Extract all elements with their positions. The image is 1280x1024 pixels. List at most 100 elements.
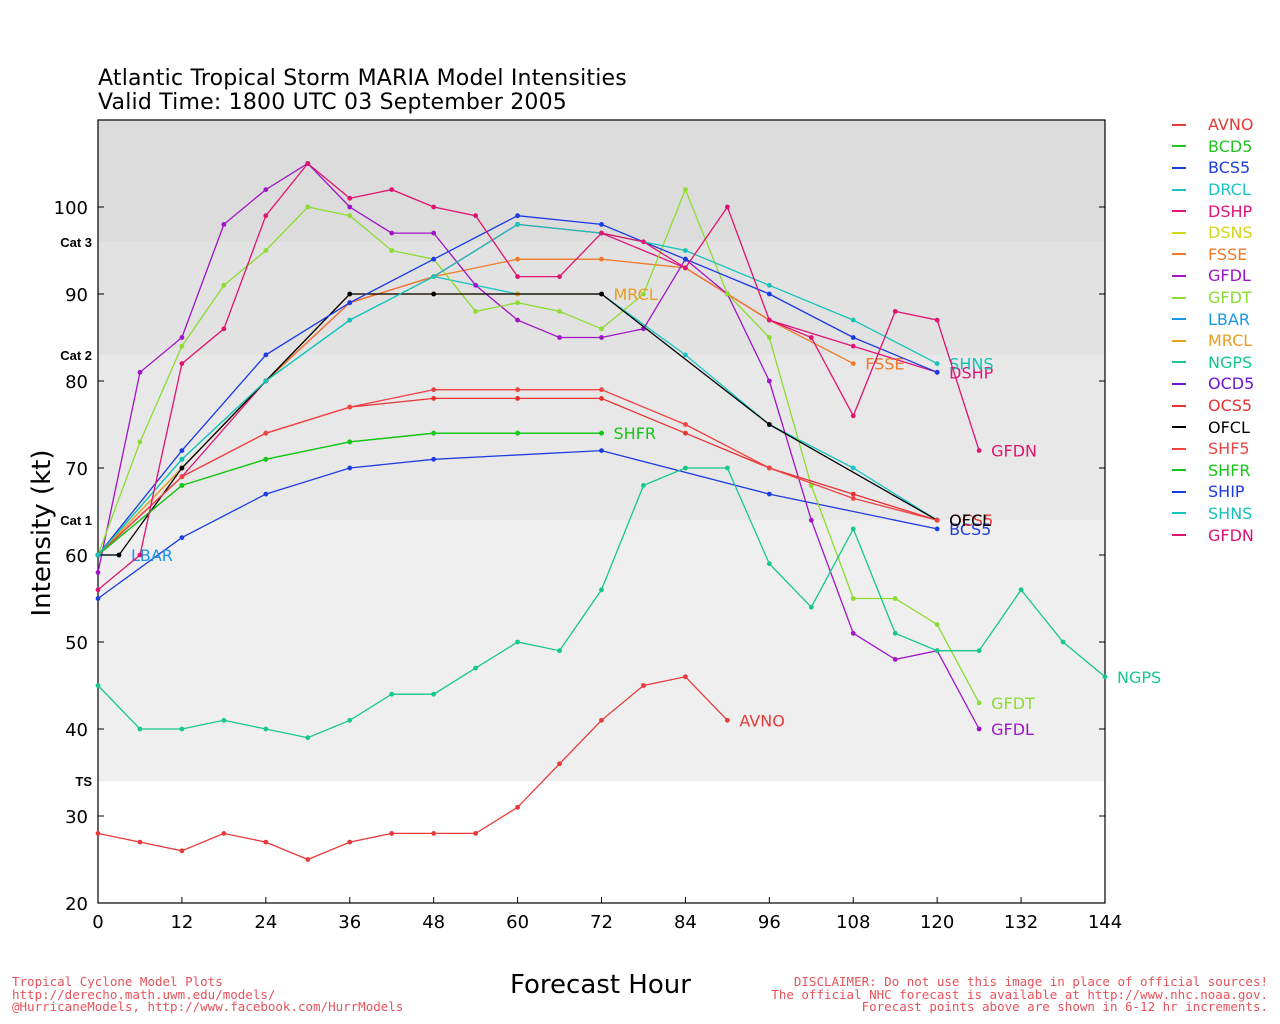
series-point-gfdl xyxy=(179,335,185,340)
series-point-gfdn xyxy=(976,448,982,453)
legend: AVNO BCD5 BCS5 DRCL DSHP DSNS FSSE GFDL GFDT LBAR… xyxy=(1172,114,1254,546)
legend-label: AVNO xyxy=(1208,115,1254,135)
series-point-bcs5 xyxy=(263,491,269,497)
legend-item-dshp: DSHP xyxy=(1172,200,1254,222)
series-point-bcs5 xyxy=(934,526,940,532)
legend-item-ship: SHIP xyxy=(1172,481,1254,503)
series-point-ship xyxy=(179,448,185,453)
series-point-avno xyxy=(347,839,353,845)
legend-swatch xyxy=(1172,210,1186,213)
series-point-shf5 xyxy=(263,430,269,436)
legend-item-dsns: DSNS xyxy=(1172,222,1254,244)
series-point-ngps xyxy=(724,465,730,471)
legend-label: NGPS xyxy=(1208,352,1253,372)
series-point-shf5 xyxy=(850,496,856,501)
series-point-gfdn xyxy=(515,274,520,279)
legend-item-gfdl: GFDL xyxy=(1172,265,1254,287)
series-point-ngps xyxy=(892,630,898,636)
legend-swatch xyxy=(1172,339,1186,342)
series-point-avno xyxy=(724,717,730,723)
series-point-shf5 xyxy=(431,387,437,393)
y-tick-label: 100 xyxy=(54,198,88,219)
legend-label: DSHP xyxy=(1208,201,1253,221)
legend-swatch xyxy=(1172,166,1186,169)
series-point-gfdn xyxy=(305,161,311,166)
series-point-ocs5 xyxy=(431,396,437,401)
legend-swatch xyxy=(1172,490,1186,493)
x-tick-label: 72 xyxy=(590,912,613,933)
series-point-avno xyxy=(389,831,395,836)
series-point-gfdl xyxy=(263,187,269,193)
legend-item-gfdn: GFDN xyxy=(1172,524,1254,546)
series-point-avno xyxy=(137,839,143,845)
series-point-gfdt xyxy=(934,622,940,627)
series-point-shns xyxy=(347,317,353,323)
legend-swatch xyxy=(1172,231,1186,234)
series-point-ngps xyxy=(263,726,269,732)
legend-label: BCD5 xyxy=(1208,136,1253,156)
footer-credits: Tropical Cyclone Model Plots http://dere… xyxy=(12,974,403,1014)
series-point-fsse xyxy=(850,361,856,366)
series-line-bcs5 xyxy=(97,449,938,600)
series-point-shfr xyxy=(179,483,185,488)
x-tick-label: 24 xyxy=(254,912,277,933)
series-point-fsse xyxy=(599,256,604,262)
series-point-shfr xyxy=(599,430,604,436)
legend-item-gfdt: GFDT xyxy=(1172,287,1254,309)
x-tick-label: 96 xyxy=(758,912,781,933)
series-point-shfr xyxy=(347,439,353,445)
series-line-avno xyxy=(97,676,728,861)
y-tick-label: 40 xyxy=(65,720,88,741)
legend-item-lbar: LBAR xyxy=(1172,308,1254,330)
legend-item-shfr: SHFR xyxy=(1172,460,1254,482)
legend-swatch xyxy=(1172,296,1186,299)
series-end-label: BCS5 xyxy=(949,520,991,539)
legend-swatch xyxy=(1172,469,1186,472)
footer-credit-line: Tropical Cyclone Model Plots xyxy=(12,974,223,989)
series-point-bcs5 xyxy=(95,596,101,601)
series-point-gfdl xyxy=(95,570,101,575)
series-point-avno xyxy=(557,761,562,767)
series-point-ship xyxy=(599,222,604,227)
y-tick-label: 80 xyxy=(65,372,88,393)
series-point-gfdn xyxy=(850,413,856,419)
series-point-ngps xyxy=(137,726,143,732)
series-point-avno xyxy=(641,683,646,688)
series-end-label: MRCL xyxy=(614,285,658,304)
series-point-shns xyxy=(431,274,437,279)
legend-swatch xyxy=(1172,253,1186,256)
x-tick-label: 48 xyxy=(422,912,445,933)
series-point-gfdl xyxy=(850,630,856,636)
legend-item-bcs5: BCS5 xyxy=(1172,157,1254,179)
x-tick-label: 108 xyxy=(836,912,870,933)
series-end-label: GFDT xyxy=(991,694,1035,713)
series-point-shfr xyxy=(263,456,269,462)
series-point-gfdl xyxy=(766,378,772,384)
legend-swatch xyxy=(1172,145,1186,148)
intensity-band xyxy=(98,120,1105,242)
series-point-ngps xyxy=(221,717,227,723)
series-point-avno xyxy=(263,839,269,845)
band-label: TS xyxy=(75,774,92,789)
y-tick-label: 70 xyxy=(65,459,88,480)
series-point-gfdt xyxy=(221,282,227,288)
band-label: Cat 2 xyxy=(60,348,92,363)
legend-item-shns: SHNS xyxy=(1172,503,1254,525)
series-point-ngps xyxy=(808,604,814,610)
legend-swatch xyxy=(1172,426,1186,429)
series-point-gfdn xyxy=(263,213,269,219)
series-point-drcl xyxy=(683,352,688,358)
x-tick-label: 0 xyxy=(92,912,103,933)
series-point-ngps xyxy=(557,648,562,654)
y-axis-label: Intensity (kt) xyxy=(27,449,57,617)
legend-label: DSNS xyxy=(1208,223,1253,243)
series-point-gfdn xyxy=(473,213,479,219)
series-point-ship xyxy=(766,291,772,297)
series-point-shns xyxy=(934,361,940,366)
series-point-shf5 xyxy=(766,465,772,471)
series-point-gfdn xyxy=(389,187,395,193)
legend-label: FSSE xyxy=(1208,244,1248,264)
y-tick-label: 50 xyxy=(65,633,88,654)
series-point-ngps xyxy=(1102,674,1108,680)
